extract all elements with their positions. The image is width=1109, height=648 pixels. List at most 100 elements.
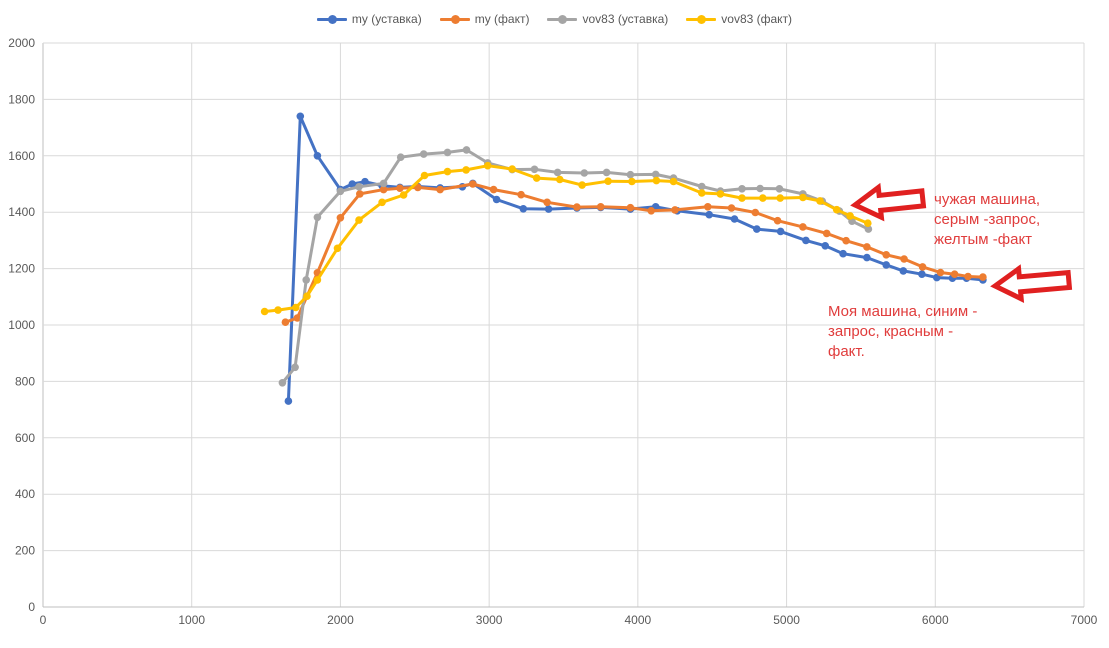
data-point[interactable] (469, 180, 477, 188)
data-point[interactable] (716, 190, 725, 198)
data-point[interactable] (532, 174, 541, 182)
data-point[interactable] (799, 193, 807, 202)
data-point[interactable] (759, 194, 767, 202)
data-point[interactable] (379, 179, 388, 188)
data-point[interactable] (832, 205, 841, 214)
data-point[interactable] (313, 152, 322, 160)
data-point[interactable] (462, 166, 470, 174)
data-point[interactable] (517, 190, 525, 199)
legend-item-2[interactable]: my (факт) (439, 12, 529, 26)
data-point[interactable] (274, 306, 282, 314)
data-point[interactable] (979, 273, 987, 281)
arrow-other-machine[interactable] (850, 182, 927, 222)
data-point[interactable] (821, 242, 829, 250)
data-point[interactable] (489, 185, 498, 194)
data-point[interactable] (296, 112, 305, 121)
data-point[interactable] (333, 244, 342, 253)
data-point[interactable] (336, 187, 345, 196)
data-point[interactable] (839, 249, 847, 258)
data-point[interactable] (399, 191, 408, 199)
data-point[interactable] (900, 255, 908, 263)
data-point[interactable] (705, 210, 713, 219)
data-point[interactable] (727, 204, 736, 212)
data-point[interactable] (436, 185, 444, 194)
data-point[interactable] (462, 146, 471, 154)
data-point[interactable] (671, 206, 679, 214)
annotation-my-machine[interactable]: Моя машина, синим - запрос, красным - факт… (828, 302, 977, 362)
data-point[interactable] (776, 227, 785, 236)
data-point[interactable] (964, 272, 972, 281)
data-point[interactable] (544, 205, 553, 213)
data-point[interactable] (864, 219, 872, 227)
data-point[interactable] (348, 180, 357, 188)
data-point[interactable] (738, 194, 746, 202)
data-point[interactable] (822, 229, 831, 238)
data-point[interactable] (396, 153, 405, 161)
data-point[interactable] (355, 216, 363, 224)
data-point[interactable] (863, 243, 871, 251)
data-point[interactable] (356, 190, 364, 198)
data-point[interactable] (260, 307, 269, 316)
data-point[interactable] (652, 176, 661, 185)
series-vov83-[interactable] (260, 161, 872, 316)
data-point[interactable] (751, 208, 760, 217)
data-point[interactable] (281, 318, 290, 327)
data-point[interactable] (420, 171, 429, 180)
data-point[interactable] (669, 177, 678, 186)
data-point[interactable] (355, 183, 363, 191)
data-point[interactable] (704, 203, 712, 211)
data-point[interactable] (291, 363, 299, 372)
data-point[interactable] (336, 214, 345, 222)
data-point[interactable] (918, 263, 927, 271)
data-point[interactable] (864, 225, 873, 233)
series-my-[interactable] (281, 180, 987, 327)
data-point[interactable] (361, 177, 369, 186)
data-point[interactable] (519, 205, 528, 213)
data-point[interactable] (626, 170, 635, 179)
data-point[interactable] (863, 253, 871, 262)
data-point[interactable] (602, 168, 611, 177)
data-point[interactable] (842, 236, 850, 245)
legend-item-1[interactable]: my (уставка) (316, 12, 422, 26)
data-point[interactable] (776, 194, 784, 202)
data-point[interactable] (530, 165, 539, 174)
data-point[interactable] (738, 185, 746, 193)
data-point[interactable] (802, 236, 810, 245)
data-point[interactable] (698, 182, 706, 191)
data-point[interactable] (284, 397, 293, 405)
legend-item-4[interactable]: vov83 (факт) (686, 12, 792, 26)
data-point[interactable] (492, 195, 501, 204)
legend-item-3[interactable]: vov83 (уставка) (547, 12, 668, 26)
data-point[interactable] (950, 270, 959, 279)
data-point[interactable] (313, 213, 322, 222)
data-point[interactable] (419, 150, 428, 158)
data-point[interactable] (556, 175, 564, 184)
arrow-my-machine[interactable] (990, 264, 1073, 303)
data-point[interactable] (292, 303, 300, 312)
data-point[interactable] (313, 276, 322, 284)
data-point[interactable] (573, 203, 581, 211)
data-point[interactable] (816, 197, 824, 205)
data-point[interactable] (379, 185, 388, 194)
data-point[interactable] (604, 177, 612, 185)
data-point[interactable] (578, 181, 586, 189)
data-point[interactable] (773, 216, 782, 225)
data-point[interactable] (936, 268, 945, 277)
data-point[interactable] (775, 185, 784, 193)
data-point[interactable] (303, 292, 311, 301)
data-point[interactable] (553, 168, 562, 177)
data-point[interactable] (756, 184, 764, 193)
data-point[interactable] (918, 270, 926, 279)
data-point[interactable] (846, 212, 854, 220)
data-point[interactable] (596, 203, 605, 211)
data-point[interactable] (899, 267, 908, 275)
data-point[interactable] (698, 189, 706, 197)
data-point[interactable] (580, 169, 589, 177)
data-point[interactable] (378, 198, 386, 207)
data-point[interactable] (396, 184, 404, 192)
data-point[interactable] (626, 203, 635, 212)
data-point[interactable] (647, 207, 655, 215)
data-point[interactable] (443, 148, 452, 157)
data-point[interactable] (278, 379, 287, 387)
data-point[interactable] (508, 165, 516, 173)
